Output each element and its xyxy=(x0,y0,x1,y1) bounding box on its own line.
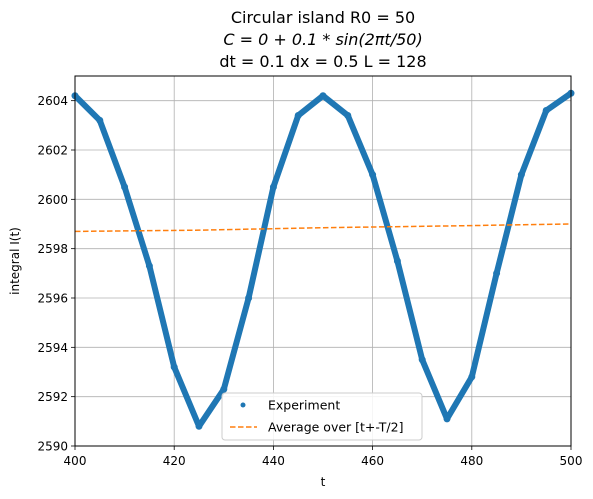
title-line-3: dt = 0.1 dx = 0.5 L = 128 xyxy=(219,52,426,71)
data-point-experiment xyxy=(517,171,525,179)
chart-title: Circular island R0 = 50 C = 0 + 0.1 * si… xyxy=(219,8,426,71)
y-tick-label: 2592 xyxy=(37,390,68,404)
data-point-experiment xyxy=(369,171,377,179)
data-point-experiment xyxy=(542,107,550,115)
x-tick-label: 400 xyxy=(64,454,87,468)
data-point-experiment xyxy=(468,373,476,381)
data-point-experiment xyxy=(170,363,178,371)
data-point-experiment xyxy=(319,92,327,100)
x-axis-label: t xyxy=(321,475,326,489)
data-point-experiment xyxy=(393,257,401,265)
legend-box xyxy=(221,392,423,441)
x-tick-label: 500 xyxy=(560,454,583,468)
title-line-1: Circular island R0 = 50 xyxy=(231,8,415,27)
y-axis-label: integral I(t) xyxy=(8,227,22,295)
series-layer xyxy=(71,89,575,430)
data-point-experiment xyxy=(245,294,253,302)
data-point-experiment xyxy=(220,385,228,393)
plot-frame xyxy=(74,75,572,447)
legend-marker-experiment xyxy=(240,402,246,408)
x-tick-label: 460 xyxy=(361,454,384,468)
title-line-2: C = 0 + 0.1 * sin(2πt/50) xyxy=(223,30,422,49)
x-tick-label: 480 xyxy=(460,454,483,468)
legend-label-experiment: Experiment xyxy=(268,398,340,413)
legend: Experiment Average over [t+-T/2] xyxy=(221,392,423,441)
y-tick-label: 2594 xyxy=(37,341,68,355)
data-point-experiment xyxy=(121,183,129,191)
data-point-experiment xyxy=(195,422,203,430)
series-average-line xyxy=(74,223,572,233)
y-tick-label: 2600 xyxy=(37,193,68,207)
y-tick-label: 2604 xyxy=(37,94,68,108)
y-tick-label: 2602 xyxy=(37,144,68,158)
data-point-experiment xyxy=(145,262,153,270)
y-tick-label: 2598 xyxy=(37,242,68,256)
data-point-experiment xyxy=(443,415,451,423)
data-point-experiment xyxy=(418,356,426,364)
x-tick-label: 420 xyxy=(163,454,186,468)
x-tick-label: 440 xyxy=(262,454,285,468)
legend-label-average: Average over [t+-T/2] xyxy=(268,420,403,435)
y-tick-label: 2590 xyxy=(37,440,68,454)
data-point-experiment xyxy=(269,183,277,191)
data-point-experiment xyxy=(493,269,501,277)
data-point-experiment xyxy=(294,111,302,119)
y-tick-label: 2596 xyxy=(37,292,68,306)
data-point-experiment xyxy=(344,111,352,119)
ticks: 400 420 440 460 480 500 2590 2592 2594 2596 2598 26… xyxy=(37,94,582,468)
data-point-experiment xyxy=(96,116,104,124)
